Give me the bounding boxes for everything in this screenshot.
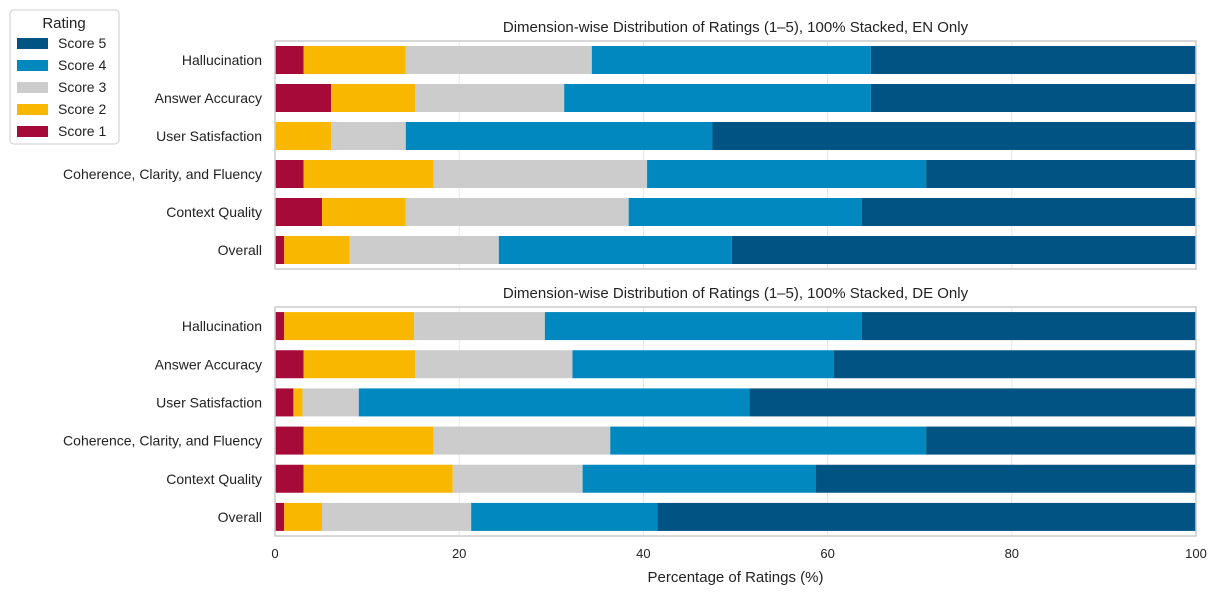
- bar-segment-score-4: [358, 388, 750, 417]
- bar-segment-score-5: [861, 312, 1196, 341]
- category-label: User Satisfaction: [156, 128, 262, 144]
- category-label: Overall: [218, 242, 262, 258]
- bar-segment-score-2: [293, 388, 303, 417]
- bar-segment-score-3: [452, 464, 583, 493]
- bar-segment-score-4: [564, 84, 871, 112]
- bar-segment-score-2: [331, 84, 415, 112]
- bar-segment-score-1: [275, 84, 332, 112]
- bar-segment-score-3: [433, 426, 611, 455]
- category-label: Answer Accuracy: [155, 90, 262, 106]
- x-tick-label: 60: [820, 546, 834, 561]
- category-label: Hallucination: [182, 318, 262, 334]
- axes-frame: [274, 306, 1197, 537]
- legend-label: Score 4: [58, 57, 106, 73]
- bar-segment-score-1: [275, 464, 304, 493]
- bar-segment-score-1: [275, 198, 322, 226]
- category-label: Context Quality: [166, 204, 262, 220]
- chart-title: Dimension-wise Distribution of Ratings (…: [503, 285, 969, 302]
- bar-segment-score-2: [321, 198, 406, 226]
- bar-segment-score-1: [275, 160, 304, 188]
- x-tick-label: 100: [1185, 546, 1207, 561]
- x-tick-label: 80: [1005, 546, 1019, 561]
- category-label: Answer Accuracy: [155, 356, 262, 372]
- category-label: Coherence, Clarity, and Fluency: [63, 166, 262, 182]
- bar-segment-score-3: [414, 350, 573, 379]
- bar-segment-score-1: [275, 388, 294, 417]
- bar-segment-score-3: [331, 122, 406, 150]
- legend-swatch-score-4: [17, 60, 48, 71]
- chart-title: Dimension-wise Distribution of Ratings (…: [503, 19, 969, 36]
- bar-segment-score-5: [926, 426, 1196, 455]
- bar-segment-score-1: [275, 312, 285, 341]
- bar-segment-score-5: [731, 236, 1196, 264]
- category-label: Context Quality: [166, 471, 262, 487]
- x-axis-label: Percentage of Ratings (%): [648, 569, 824, 586]
- bar-segment-score-5: [749, 388, 1196, 417]
- bar-segment-score-3: [433, 160, 648, 188]
- bar-segment-score-2: [303, 160, 434, 188]
- legend-swatch-score-3: [17, 82, 48, 93]
- bar-segment-score-3: [405, 46, 592, 74]
- bar-segment-score-2: [303, 350, 415, 379]
- legend-label: Score 1: [58, 123, 106, 139]
- category-label: Coherence, Clarity, and Fluency: [63, 433, 262, 449]
- bar-segment-score-2: [284, 236, 350, 264]
- legend-swatch-score-5: [17, 38, 48, 49]
- bar-segment-score-2: [275, 122, 332, 150]
- bar-segment-score-5: [815, 464, 1196, 493]
- legend-swatch-score-1: [17, 126, 48, 137]
- bar-segment-score-5: [834, 350, 1196, 379]
- x-tick-label: 20: [452, 546, 466, 561]
- axes-frame: [274, 40, 1197, 270]
- bar-segment-score-4: [647, 160, 927, 188]
- bar-segment-score-1: [275, 236, 285, 264]
- bar-segment-score-4: [572, 350, 835, 379]
- legend-title: Rating: [42, 15, 85, 32]
- bar-segment-score-1: [275, 350, 304, 379]
- bar-segment-score-4: [471, 502, 658, 531]
- bar-segment-score-4: [498, 236, 732, 264]
- bar-segment-score-4: [405, 122, 713, 150]
- bar-segment-score-1: [275, 426, 304, 455]
- legend-swatch-score-2: [17, 104, 48, 115]
- bar-segment-score-3: [405, 198, 629, 226]
- bar-segment-score-5: [870, 84, 1196, 112]
- x-tick-label: 40: [636, 546, 650, 561]
- bar-segment-score-4: [591, 46, 871, 74]
- bar-segment-score-5: [926, 160, 1196, 188]
- bar-segment-score-3: [349, 236, 499, 264]
- bar-segment-score-5: [712, 122, 1196, 150]
- legend-label: Score 3: [58, 79, 106, 95]
- category-label: User Satisfaction: [156, 394, 262, 410]
- bar-segment-score-3: [321, 502, 472, 531]
- bar-segment-score-2: [303, 46, 406, 74]
- x-tick-label: 0: [271, 546, 278, 561]
- bar-segment-score-4: [610, 426, 927, 455]
- legend-label: Score 5: [58, 35, 106, 51]
- bar-segment-score-5: [870, 46, 1196, 74]
- category-label: Overall: [218, 509, 262, 525]
- legend-label: Score 2: [58, 101, 106, 117]
- bar-segment-score-4: [582, 464, 816, 493]
- bar-segment-score-2: [284, 502, 322, 531]
- bar-segment-score-5: [657, 502, 1196, 531]
- bar-segment-score-2: [303, 464, 453, 493]
- bar-segment-score-3: [414, 312, 545, 341]
- bar-segment-score-2: [303, 426, 434, 455]
- bar-segment-score-1: [275, 46, 304, 74]
- category-label: Hallucination: [182, 52, 262, 68]
- bar-segment-score-2: [284, 312, 415, 341]
- bar-segment-score-4: [544, 312, 862, 341]
- bar-segment-score-5: [861, 198, 1196, 226]
- bar-segment-score-1: [275, 502, 285, 531]
- bar-segment-score-4: [628, 198, 862, 226]
- bar-segment-score-3: [414, 84, 565, 112]
- bar-segment-score-3: [302, 388, 359, 417]
